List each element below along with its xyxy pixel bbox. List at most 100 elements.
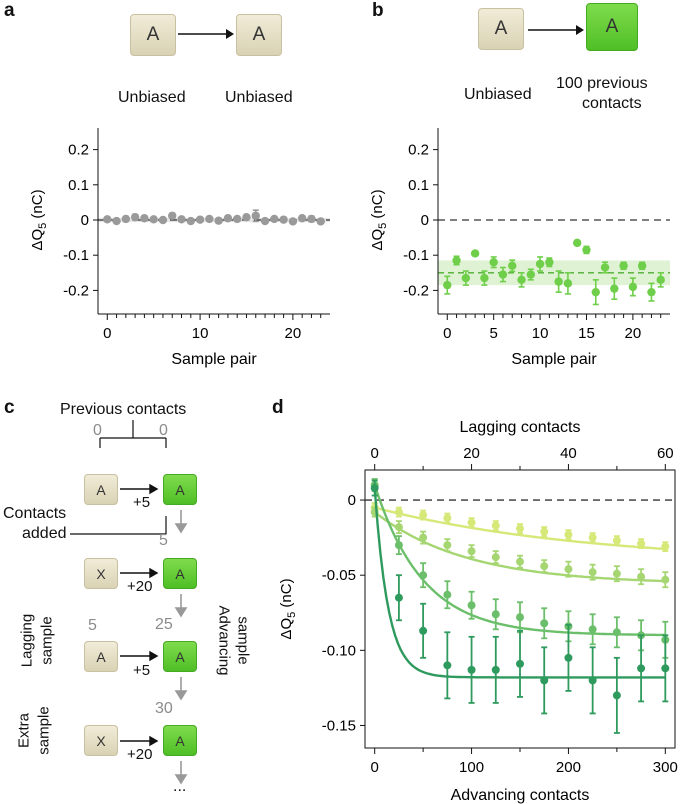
data-point xyxy=(526,270,535,279)
contacts-added-label-2: added xyxy=(22,525,67,542)
data-point xyxy=(467,547,476,556)
data-point xyxy=(588,568,597,577)
data-point xyxy=(316,217,325,226)
x-tick-label: 20 xyxy=(285,325,302,342)
x-tick-label: 100 xyxy=(459,759,484,776)
data-point xyxy=(394,523,403,532)
data-point xyxy=(489,258,498,267)
y-tick-label: 0.2 xyxy=(68,142,89,159)
added-step-4: +20 xyxy=(127,746,153,763)
label-previous-contacts-2: contacts xyxy=(582,95,642,112)
data-point xyxy=(270,214,279,224)
panel-a-letter: a xyxy=(4,0,15,21)
y-tick-label: -0.1 xyxy=(63,247,89,264)
data-point xyxy=(619,261,628,270)
x2-tick-label: 40 xyxy=(560,445,577,462)
data-point xyxy=(637,664,646,673)
advancing-sample-label-2: sample xyxy=(234,616,252,665)
cube-lagging-2: A xyxy=(84,641,118,672)
data-point xyxy=(661,542,670,551)
data-point xyxy=(394,593,403,602)
data-point xyxy=(467,665,476,674)
data-point xyxy=(470,249,480,258)
arrow-down-icon xyxy=(174,523,188,534)
extra-sample-label-1: Extra xyxy=(15,713,33,749)
x-tick-label: 5 xyxy=(490,325,498,342)
arrow-right-icon xyxy=(178,29,234,39)
data-point xyxy=(588,676,597,685)
data-point xyxy=(140,214,149,223)
data-point xyxy=(461,273,471,283)
x-axis-label: Sample pair xyxy=(171,351,257,368)
x2-axis-label: Lagging contacts xyxy=(460,419,581,436)
chart-a: 0.2 0.1 0 -0.1 -0.2 0 10 20 Sample pair ΔQ5 (nC) xyxy=(29,128,330,368)
data-point xyxy=(443,280,452,290)
data-point xyxy=(195,215,205,224)
data-point xyxy=(588,625,597,634)
arrow-down-icon xyxy=(174,607,188,618)
data-point xyxy=(419,626,428,635)
data-point xyxy=(516,524,524,533)
data-point xyxy=(480,273,489,283)
data-point xyxy=(491,553,500,562)
y-axis-label: ΔQ5 (nC) xyxy=(278,578,298,639)
data-point xyxy=(612,628,621,637)
cube-unbiased-a1: A xyxy=(130,14,176,56)
cube-unbiased-a2: A xyxy=(236,14,282,56)
cube-advancing-3: A xyxy=(163,641,197,672)
x-tick-label: 20 xyxy=(625,325,642,342)
data-point xyxy=(540,619,549,628)
count-step-3: 30 xyxy=(155,700,173,717)
y-tick-label: -0.15 xyxy=(322,717,356,734)
data-point xyxy=(297,214,307,223)
data-point xyxy=(121,214,131,224)
x-axis-label: Sample pair xyxy=(511,351,597,368)
y-tick-label: 0.1 xyxy=(68,177,89,194)
data-point xyxy=(545,258,554,267)
cube-extra-2: X xyxy=(84,725,118,756)
x-tick-label: 0 xyxy=(103,325,111,342)
advancing-sample-label-1: Advancing xyxy=(215,605,233,676)
x-tick-label: 10 xyxy=(532,325,549,342)
data-point xyxy=(491,521,500,530)
data-point xyxy=(130,212,140,222)
lagging-sample-label-2: sample xyxy=(38,616,56,665)
data-point xyxy=(612,536,621,545)
chart-d: 0 -0.05 -0.10 -0.15 0 100 200 300 0 20 40 60 Advanci… xyxy=(278,419,678,804)
x-tick-label: 10 xyxy=(192,325,209,342)
label-previous-contacts-1: 100 previous xyxy=(556,75,648,92)
data-point xyxy=(452,256,461,265)
data-point xyxy=(573,238,582,248)
data-point xyxy=(517,275,526,285)
data-point xyxy=(251,211,260,220)
data-point xyxy=(637,261,647,270)
data-point xyxy=(591,287,600,297)
lagging-sample-label-1: Lagging xyxy=(18,613,36,668)
x-tick-label: 0 xyxy=(443,325,451,342)
data-point xyxy=(443,514,452,523)
previous-contacts-label: Previous contacts xyxy=(60,401,187,418)
data-point xyxy=(214,216,223,225)
x2-tick-label: 0 xyxy=(371,445,379,462)
data-point xyxy=(149,215,158,224)
data-point xyxy=(612,569,621,578)
data-point xyxy=(540,527,549,536)
cube-extra-1: X xyxy=(84,558,118,589)
data-point xyxy=(103,215,112,224)
arrow-down-icon xyxy=(174,774,188,785)
count-step-1: 5 xyxy=(159,532,168,549)
data-point xyxy=(628,282,638,292)
x-axis-label: Advancing contacts xyxy=(451,787,590,804)
data-point xyxy=(540,676,549,685)
data-point xyxy=(168,211,177,220)
data-point xyxy=(223,214,233,223)
cube-unbiased-b: A xyxy=(478,8,524,50)
label-unbiased-b: Unbiased xyxy=(464,86,532,103)
data-point xyxy=(491,665,500,674)
cube-lagging-1: A xyxy=(84,474,118,505)
data-point xyxy=(112,216,121,226)
x-tick-label: 15 xyxy=(578,325,595,342)
data-point xyxy=(394,541,403,550)
arrow-right-icon xyxy=(149,567,159,579)
added-step-1: +5 xyxy=(133,494,151,511)
